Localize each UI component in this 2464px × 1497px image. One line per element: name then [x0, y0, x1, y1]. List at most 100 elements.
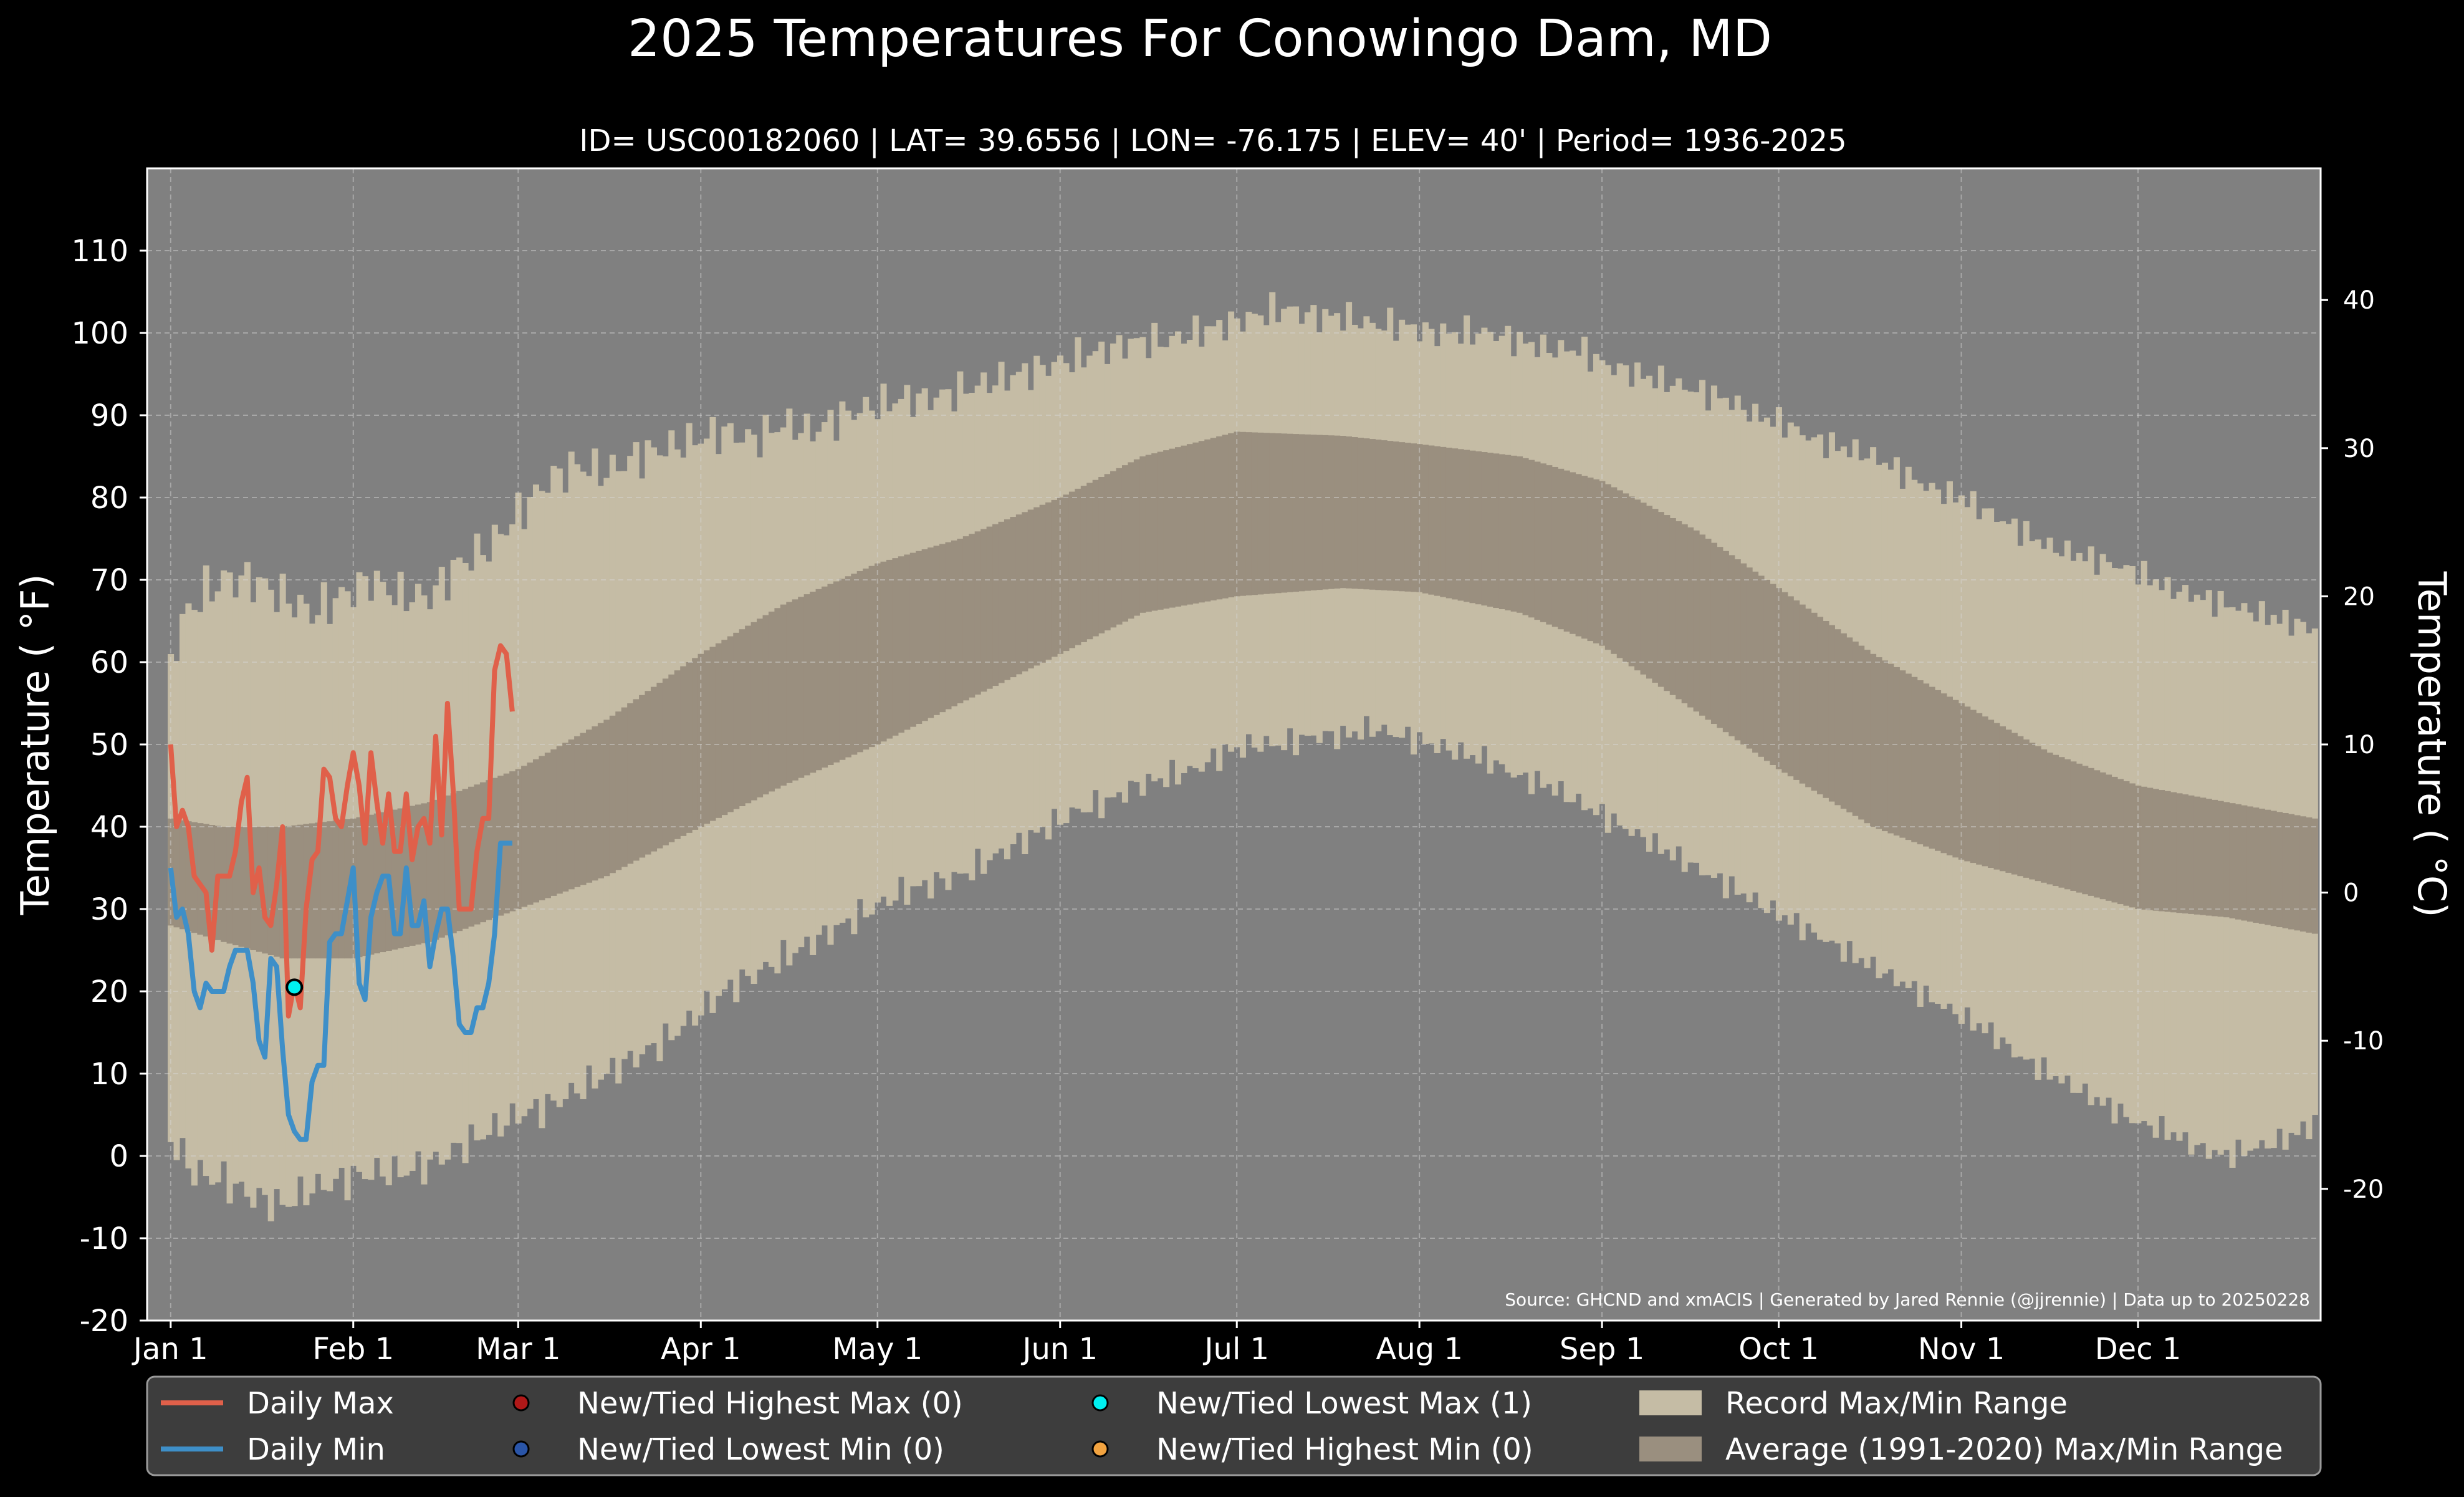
average-range-bar: [1128, 462, 1134, 619]
average-range-bar: [1534, 461, 1541, 620]
average-range-bar: [2253, 807, 2260, 923]
average-range-bar: [1045, 502, 1052, 660]
average-range-bar: [810, 591, 817, 773]
y-axis-right-label: Temperature ( °C): [2409, 571, 2455, 918]
average-range-bar: [1116, 468, 1123, 625]
average-range-bar: [2205, 799, 2212, 916]
series-daily-min-line: [168, 840, 512, 1142]
average-range-bar: [1811, 612, 1818, 791]
average-range-bar: [1623, 493, 1629, 662]
chart-subtitle: ID= USC00182060 | LAT= 39.6556 | LON= -7…: [579, 123, 1846, 158]
average-range-bar: [1763, 580, 1771, 761]
average-range-bar: [2212, 799, 2218, 917]
average-range-bar: [1517, 456, 1523, 613]
average-range-bar: [686, 662, 693, 833]
average-range-bar: [1758, 575, 1765, 757]
average-range-bar: [2299, 816, 2306, 932]
average-range-bar: [491, 777, 498, 918]
average-range-bar: [2094, 770, 2101, 898]
average-range-bar: [267, 827, 274, 955]
average-range-bar: [1604, 484, 1611, 650]
average-range-bar: [1540, 463, 1546, 622]
average-range-bar: [444, 795, 451, 936]
average-range-bar: [1988, 720, 1995, 868]
average-range-bar: [921, 549, 928, 721]
x-tick-label: Mar 1: [476, 1332, 560, 1367]
average-range-bar: [2076, 763, 2083, 893]
average-range-bar: [1310, 435, 1317, 590]
average-range-bar: [1611, 487, 1618, 654]
average-range-bar: [750, 622, 757, 801]
average-range-bar: [639, 695, 646, 858]
chart-title: 2025 Temperatures For Conowingo Dam, MD: [628, 9, 1772, 69]
average-range-bar: [1664, 515, 1671, 691]
average-range-bar: [1993, 723, 2000, 870]
average-range-bar: [715, 643, 722, 818]
average-range-bar: [668, 674, 675, 842]
legend: Daily Max Daily Min New/Tied Highest Max (…: [146, 1375, 2322, 1476]
average-range-bar: [2200, 797, 2207, 915]
average-range-bar: [2088, 768, 2094, 896]
average-range-bar: [1440, 446, 1447, 597]
average-range-bar: [1157, 451, 1164, 610]
average-range-bar: [603, 720, 610, 877]
y-tick-label: -10: [80, 1221, 128, 1256]
average-range-bar: [1740, 563, 1747, 744]
average-range-bar: [627, 703, 634, 864]
y-tick-label: 20: [90, 975, 128, 1009]
average-range-bar: [285, 826, 292, 959]
average-range-bar: [2306, 817, 2313, 933]
average-range-bar: [1587, 477, 1594, 642]
average-range-bar: [1528, 460, 1535, 618]
x-axis: Jan 1 Feb 1 Mar 1 Apr 1 May 1 Jun 1 Jul 1 Aug 1…: [132, 1321, 2181, 1367]
average-range-bar: [969, 534, 976, 698]
average-range-bar: [415, 804, 422, 945]
average-range-bar: [1452, 448, 1459, 600]
average-range-bar: [980, 529, 987, 692]
average-range-bar: [2070, 761, 2077, 891]
average-range-bar: [1263, 433, 1270, 594]
average-range-bar: [456, 791, 463, 931]
y-tick-label: 60: [90, 645, 128, 680]
average-range-bar: [291, 825, 298, 959]
average-range-bar: [2005, 729, 2012, 873]
average-range-bar: [2023, 739, 2030, 878]
y-tick-label: 90: [90, 398, 128, 433]
average-range-bar: [1652, 509, 1659, 683]
average-range-bar: [2123, 781, 2130, 906]
source-note: Source: GHCND and xmACIS | Generated by …: [1505, 1289, 2310, 1310]
legend-swatch-dot: [1091, 1440, 1109, 1458]
average-range-bar: [768, 611, 775, 792]
average-range-bar: [1646, 506, 1653, 679]
y-right-tick-label: 30: [2343, 435, 2375, 463]
average-range-bar: [2217, 801, 2224, 917]
average-range-bar: [898, 556, 904, 733]
average-range-bar: [1139, 456, 1146, 613]
average-range-bar: [1982, 716, 1988, 867]
average-range-bar: [1681, 524, 1688, 703]
average-range-bar: [1781, 592, 1788, 773]
average-range-bar: [1204, 439, 1211, 602]
average-range-bar: [2258, 808, 2265, 924]
average-range-bar: [2241, 805, 2248, 921]
legend-swatch-dot: [512, 1440, 530, 1458]
average-range-bar: [1039, 504, 1046, 663]
y-tick-label: 0: [109, 1139, 128, 1174]
average-range-bar: [1010, 517, 1017, 678]
average-range-bar: [486, 780, 492, 920]
average-range-bar: [197, 823, 204, 935]
average-range-bar: [2270, 811, 2277, 927]
average-range-bar: [1316, 435, 1323, 590]
average-range-bar: [1952, 700, 1959, 858]
average-range-bar: [262, 827, 269, 954]
average-range-bar: [1775, 588, 1782, 769]
average-range-bar: [320, 822, 327, 959]
average-range-bar: [1346, 436, 1353, 589]
average-range-bar: [2129, 783, 2136, 908]
y-tick-label: -20: [80, 1304, 128, 1339]
average-range-bar: [1970, 710, 1977, 864]
average-range-bar: [839, 579, 846, 760]
average-range-bar: [327, 821, 333, 959]
average-range-bar: [1399, 442, 1406, 592]
average-range-bar: [1222, 435, 1229, 599]
